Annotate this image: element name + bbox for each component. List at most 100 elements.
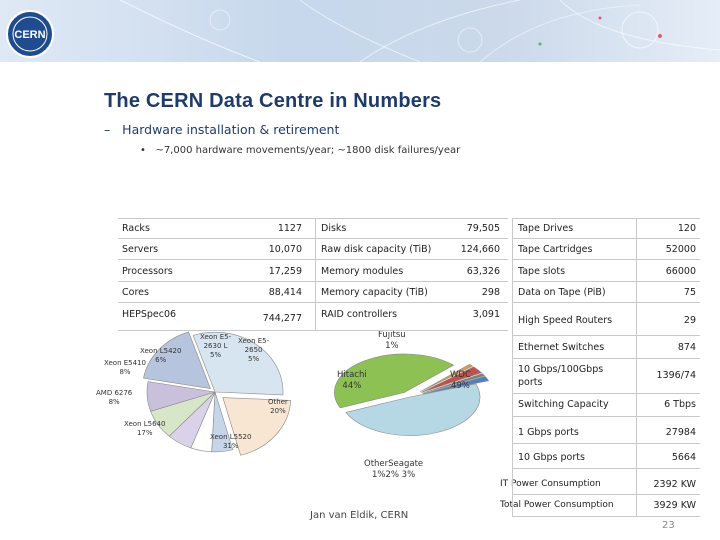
table-row-divider	[512, 443, 700, 444]
tape-cartridges-value: 52000	[665, 244, 696, 255]
table-col-divider	[315, 218, 316, 330]
servers-label: Servers	[122, 244, 159, 255]
pie1-label-l5640-name: Xeon L5640	[124, 420, 166, 428]
table-row-divider	[512, 516, 700, 517]
pie-slice-wdc	[345, 383, 481, 436]
cpu-pie-chart	[143, 331, 292, 456]
table-row-divider	[512, 281, 700, 282]
pie-slice-fujitsu	[420, 364, 474, 392]
table-row-divider	[118, 259, 508, 260]
table-row-divider	[512, 218, 700, 219]
pie2-label-hitachi: Hitachi 44%	[337, 370, 367, 392]
raid-controllers-label: RAID controllers	[321, 309, 398, 320]
pie2-label-wdc-pct: 49%	[450, 381, 470, 391]
ethernet-switches-value: 874	[677, 342, 696, 353]
table-row-divider	[118, 302, 508, 303]
table-row-divider	[512, 393, 700, 394]
pie2-label-wdc: WDC 49%	[450, 370, 471, 392]
pie2-label-overlap: OtherSeagate 1%2% 3%	[364, 459, 423, 481]
gbps10-ports-value: 5664	[671, 452, 696, 463]
pie1-label-e5-2630l: Xeon E5- 2630 L 5%	[200, 333, 232, 359]
bullet-point: • ~7,000 hardware movements/year; ~1800 …	[140, 145, 461, 156]
high-speed-routers-value: 29	[683, 315, 696, 326]
table-col-divider	[636, 218, 637, 516]
disk-vendor-pie-chart	[334, 353, 490, 436]
table-row-divider	[118, 218, 508, 219]
page-number: 23	[662, 520, 675, 531]
switching-capacity-value: 6 Tbps	[664, 399, 696, 410]
disks-value: 79,505	[466, 223, 500, 234]
table-row-divider	[512, 259, 700, 260]
pie2-label-fujitsu-pct: 1%	[385, 341, 399, 351]
pie2-label-hitachi-pct: 44%	[342, 381, 362, 391]
pie-slice-other	[222, 397, 292, 456]
pie1-label-l5520: Xeon L5520 31%	[210, 433, 251, 451]
table-row-divider	[118, 238, 508, 239]
raw-disk-capacity-value: 124,660	[460, 244, 500, 255]
cores-value: 88,414	[268, 287, 302, 298]
table-col-divider	[512, 218, 513, 516]
pie1-label-l5640-pct: 17%	[136, 429, 153, 437]
subtitle: – Hardware installation & retirement	[104, 122, 340, 137]
gbps10-ports-label: 10 Gbps ports	[518, 452, 585, 463]
header-banner: CERN	[0, 0, 720, 62]
table-row-divider	[118, 330, 508, 331]
racks-label: Racks	[122, 223, 150, 234]
processors-label: Processors	[122, 266, 173, 277]
table-row-divider	[512, 238, 700, 239]
tape-drives-value: 120	[677, 223, 696, 234]
ethernet-switches-label: Ethernet Switches	[518, 342, 605, 353]
memory-capacity-label: Memory capacity (TiB)	[321, 287, 428, 298]
pie1-label-e5-2650-pct: 5%	[248, 355, 260, 363]
particle-tracks-graphic	[119, 0, 720, 62]
table-row-divider	[512, 494, 700, 495]
pie1-label-l5420: Xeon L5420 6%	[140, 347, 181, 365]
subtitle-text: Hardware installation & retirement	[122, 122, 340, 137]
cern-logo-text: CERN	[14, 29, 45, 41]
pie1-label-e5410-name: Xeon E5410	[104, 359, 146, 367]
table-row-divider	[512, 468, 700, 469]
pie1-label-amd6276-name: AMD 6276	[96, 389, 133, 397]
data-on-tape-label: Data on Tape (PiB)	[518, 287, 606, 298]
pie2-label-fujitsu-name: Fujitsu	[378, 330, 406, 340]
raid-controllers-value: 3,091	[472, 309, 500, 320]
total-power-value: 3929 KW	[653, 500, 696, 511]
gbps1-ports-label: 1 Gbps ports	[518, 427, 579, 438]
pie1-label-e5-2650: Xeon E5- 2650 5%	[238, 337, 270, 363]
pie-slice-hitachi	[334, 353, 455, 409]
ports-10g-100g-label: 10 Gbps/100Gbps ports	[518, 364, 604, 388]
memory-modules-label: Memory modules	[321, 266, 404, 277]
processors-value: 17,259	[268, 266, 302, 277]
pie2-label-hitachi-name: Hitachi	[337, 370, 367, 380]
cores-label: Cores	[122, 287, 149, 298]
total-power-label: Total Power Consumption	[500, 500, 614, 510]
table-row-divider	[118, 281, 508, 282]
pie2-label-wdc-name: WDC	[450, 370, 471, 380]
pie1-label-other-name: Other	[268, 398, 288, 406]
tape-drives-label: Tape Drives	[518, 223, 574, 234]
pie1-label-other-pct: 20%	[270, 407, 286, 415]
hepspec-value: 744,277	[262, 313, 302, 324]
pie1-label-amd6276-pct: 8%	[108, 398, 120, 406]
table-row-divider	[512, 302, 700, 303]
high-speed-routers-label: High Speed Routers	[518, 315, 613, 326]
pie-slice-seagate	[421, 366, 483, 393]
pie1-label-other: Other 20%	[268, 398, 288, 416]
gbps1-ports-value: 27984	[665, 427, 696, 438]
pie-slice-amd-6276	[146, 381, 216, 412]
it-power-value: 2392 KW	[653, 479, 696, 490]
it-power-label: IT Power Consumption	[500, 479, 601, 489]
bullet-text: ~7,000 hardware movements/year; ~1800 di…	[155, 145, 461, 156]
pie-slice-xeon-l5640	[143, 331, 211, 389]
table-row-divider	[512, 416, 700, 417]
pie1-label-e5-2630l-pct: 5%	[210, 351, 222, 359]
pie1-label-l5520-pct: 31%	[222, 442, 239, 450]
table-row-divider	[512, 358, 700, 359]
data-on-tape-value: 75	[683, 287, 696, 298]
pie1-label-e5410: Xeon E5410 8%	[104, 359, 146, 377]
page-title: The CERN Data Centre in Numbers	[104, 90, 442, 112]
pie2-label-overlap-bottom: 1%2% 3%	[371, 470, 416, 480]
pie2-label-fujitsu: Fujitsu 1%	[378, 330, 406, 352]
cern-logo: CERN	[4, 8, 56, 60]
